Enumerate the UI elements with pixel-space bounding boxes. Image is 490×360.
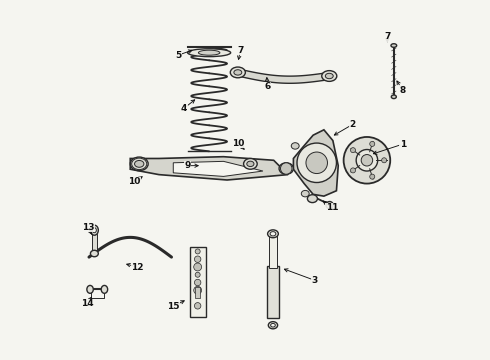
Text: 5: 5 xyxy=(175,51,181,60)
Circle shape xyxy=(297,143,337,183)
Polygon shape xyxy=(238,69,329,83)
Ellipse shape xyxy=(130,157,148,171)
Circle shape xyxy=(350,168,356,173)
Text: 8: 8 xyxy=(400,86,406,95)
Text: 10: 10 xyxy=(128,177,141,186)
Circle shape xyxy=(195,303,201,309)
Circle shape xyxy=(370,141,375,147)
Ellipse shape xyxy=(268,230,278,238)
Ellipse shape xyxy=(247,161,254,167)
Bar xyxy=(195,287,200,298)
Ellipse shape xyxy=(325,73,333,79)
Ellipse shape xyxy=(91,250,98,257)
Ellipse shape xyxy=(301,190,309,197)
Text: 1: 1 xyxy=(400,140,406,149)
Circle shape xyxy=(280,163,292,174)
Bar xyxy=(270,234,276,268)
Text: 2: 2 xyxy=(349,120,356,129)
Circle shape xyxy=(195,279,201,286)
Bar xyxy=(267,266,279,318)
Ellipse shape xyxy=(91,225,98,235)
Ellipse shape xyxy=(234,70,242,75)
Ellipse shape xyxy=(322,71,337,81)
Text: 12: 12 xyxy=(131,263,144,272)
Text: 7: 7 xyxy=(237,46,244,55)
Ellipse shape xyxy=(279,163,294,174)
Ellipse shape xyxy=(307,195,318,203)
Ellipse shape xyxy=(188,49,231,57)
Bar xyxy=(190,247,205,317)
Polygon shape xyxy=(130,157,288,180)
Polygon shape xyxy=(173,161,263,176)
Polygon shape xyxy=(294,130,338,196)
Circle shape xyxy=(350,148,356,153)
Ellipse shape xyxy=(93,228,97,233)
Circle shape xyxy=(195,249,200,254)
Ellipse shape xyxy=(101,285,108,293)
Circle shape xyxy=(194,286,201,294)
Text: 15: 15 xyxy=(167,302,179,311)
Text: 6: 6 xyxy=(265,82,270,91)
Text: 14: 14 xyxy=(81,299,94,308)
Circle shape xyxy=(195,272,200,277)
Text: 9: 9 xyxy=(184,161,191,170)
Circle shape xyxy=(343,137,390,184)
Ellipse shape xyxy=(391,44,397,47)
Text: 10: 10 xyxy=(232,139,245,148)
Circle shape xyxy=(326,202,333,209)
Text: 7: 7 xyxy=(384,32,391,41)
Circle shape xyxy=(382,158,387,163)
Text: 3: 3 xyxy=(312,276,318,285)
Circle shape xyxy=(370,174,375,179)
Ellipse shape xyxy=(269,321,278,329)
Bar xyxy=(92,234,97,250)
Ellipse shape xyxy=(270,231,276,236)
Text: 11: 11 xyxy=(325,203,338,212)
Ellipse shape xyxy=(392,95,396,99)
Circle shape xyxy=(195,256,201,262)
Text: 4: 4 xyxy=(181,104,187,113)
Ellipse shape xyxy=(291,143,299,149)
Circle shape xyxy=(194,263,201,271)
Ellipse shape xyxy=(244,158,257,169)
Circle shape xyxy=(306,152,327,174)
Text: 13: 13 xyxy=(82,223,94,232)
Circle shape xyxy=(356,149,378,171)
Circle shape xyxy=(361,154,373,166)
Ellipse shape xyxy=(198,50,220,55)
Ellipse shape xyxy=(230,67,245,78)
Ellipse shape xyxy=(270,323,275,327)
Ellipse shape xyxy=(135,161,144,167)
Ellipse shape xyxy=(87,285,93,293)
